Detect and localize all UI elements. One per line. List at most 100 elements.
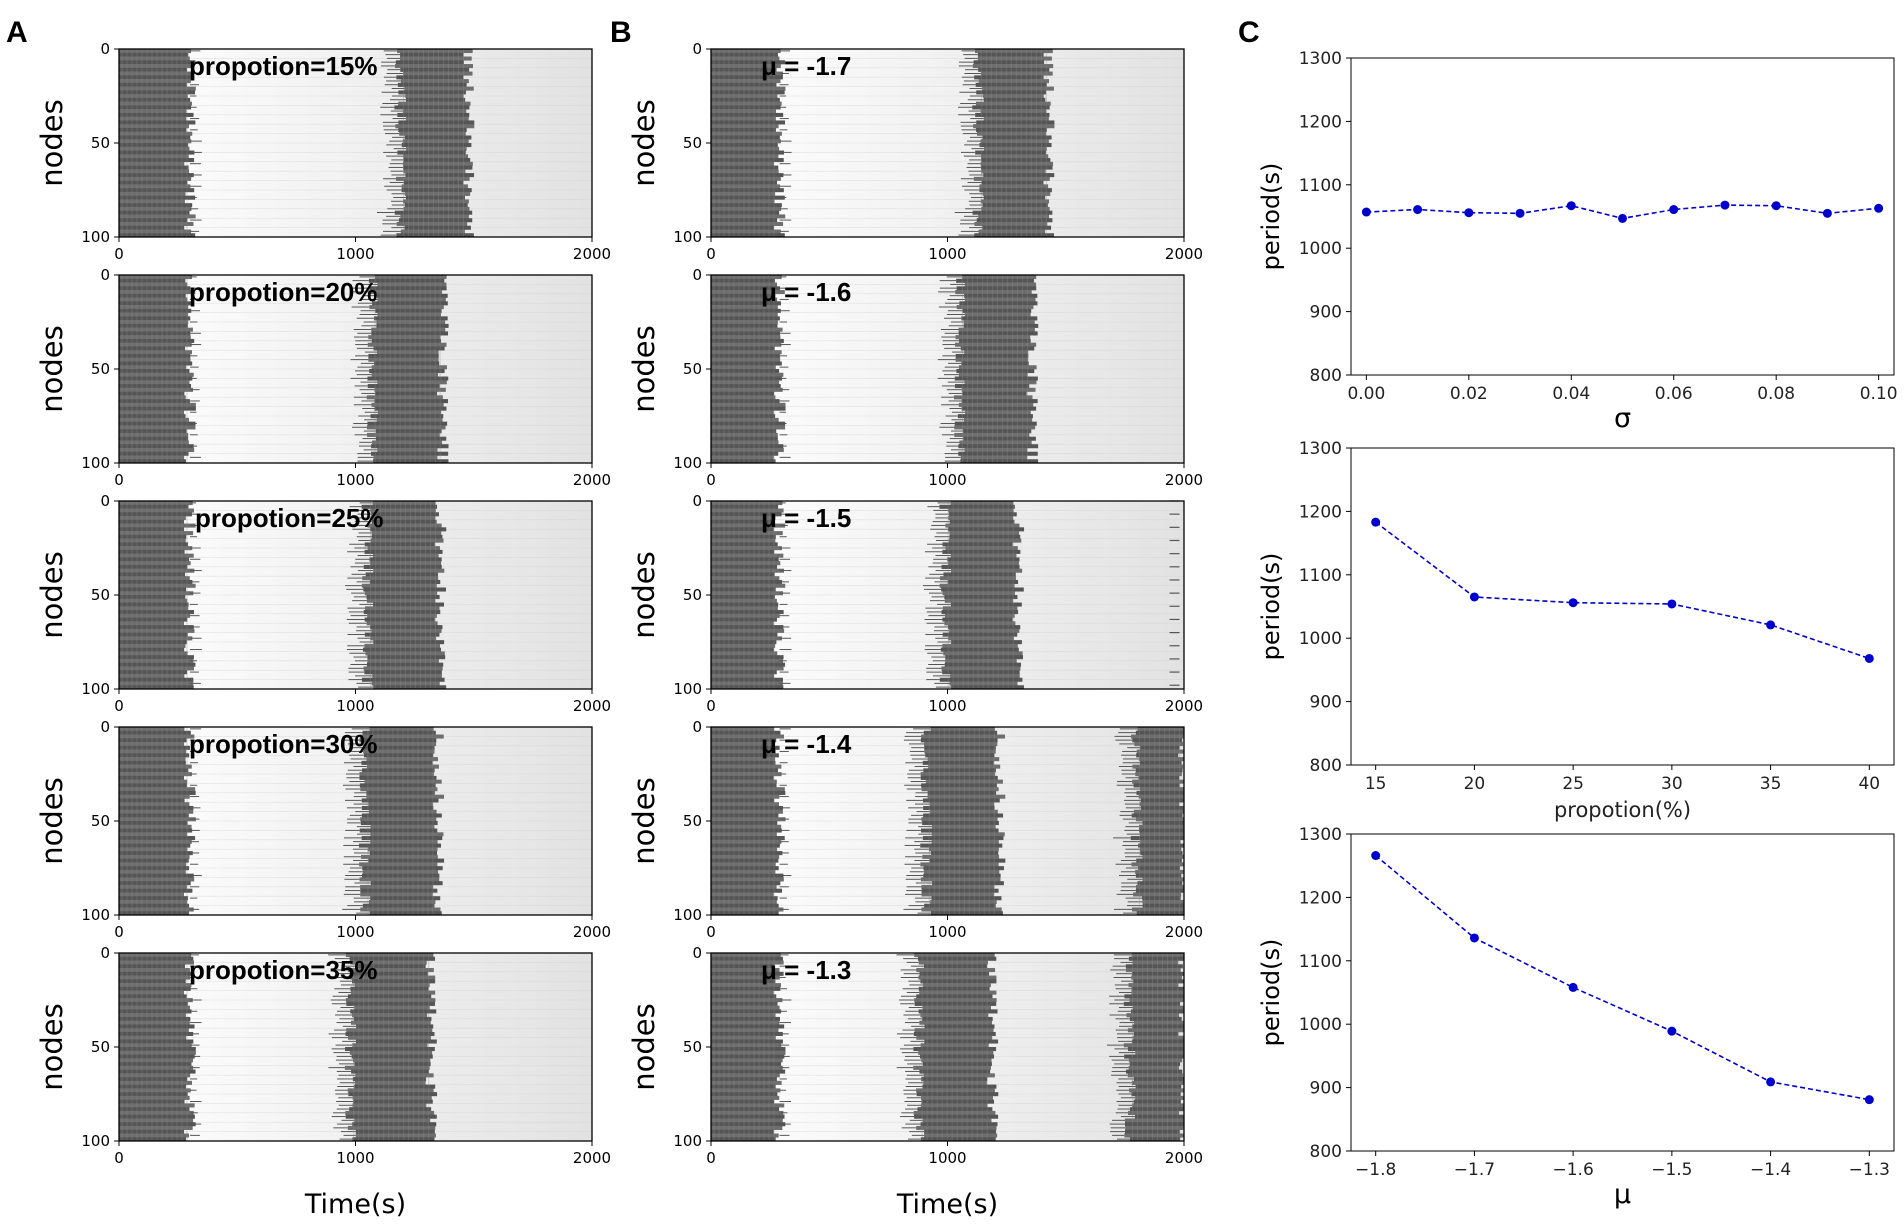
burst-row <box>119 308 192 313</box>
burst-row <box>923 1080 987 1085</box>
burst-row <box>119 666 194 671</box>
panel-label-c: C <box>1238 16 1260 49</box>
burst-row <box>367 421 448 426</box>
y-tick-label: 1100 <box>1299 952 1342 972</box>
burst-row <box>1131 1039 1184 1044</box>
burst-row <box>711 647 774 652</box>
burst-row <box>119 387 194 392</box>
burst-row <box>371 534 443 539</box>
burst-row <box>362 903 435 908</box>
burst-row <box>347 994 432 999</box>
burst-row <box>119 342 192 347</box>
burst-row <box>119 188 195 193</box>
burst-row <box>369 727 434 732</box>
burst-row <box>711 794 780 799</box>
burst-row <box>918 1009 998 1014</box>
burst-row <box>119 745 190 750</box>
burst-row <box>1129 998 1184 1003</box>
burst-row <box>948 625 1021 630</box>
burst-row <box>1123 1001 1181 1006</box>
burst-row <box>119 410 185 415</box>
burst-row <box>928 847 999 852</box>
burst-row <box>711 436 778 441</box>
burst-row <box>370 561 442 566</box>
burst-row <box>119 406 196 411</box>
burst-row <box>711 199 775 204</box>
burst-row <box>360 821 438 826</box>
burst-row <box>929 802 995 807</box>
burst-row <box>119 979 186 984</box>
burst-row <box>711 64 781 69</box>
x-tick-label: 0 <box>706 923 716 941</box>
burst-row <box>711 286 781 291</box>
data-point <box>1566 201 1576 211</box>
y-tick-label: 1200 <box>1299 112 1342 132</box>
burst-row <box>943 572 1016 577</box>
subplot-annotation: μ = -1.4 <box>761 729 852 759</box>
burst-row <box>367 658 439 663</box>
burst-row <box>119 139 192 144</box>
burst-row <box>369 851 437 856</box>
burst-row <box>119 749 187 754</box>
burst-row <box>362 647 441 652</box>
burst-row <box>711 1099 775 1104</box>
burst-row <box>119 527 185 532</box>
burst-row <box>1134 742 1183 747</box>
burst-band <box>903 727 1006 916</box>
y-tick-label: 1000 <box>1299 239 1342 259</box>
subplot-annotation: propotion=20% <box>189 277 378 307</box>
burst-row <box>974 233 1055 238</box>
burst-band <box>1106 953 1184 1142</box>
burst-row <box>945 546 1018 551</box>
burst-row <box>351 1069 429 1074</box>
y-tick-label: 50 <box>91 360 110 378</box>
burst-row <box>711 1005 780 1010</box>
burst-row <box>942 670 1020 675</box>
burst-row <box>119 519 185 524</box>
burst-row <box>711 787 785 792</box>
burst-row <box>1128 956 1184 961</box>
burst-row <box>923 813 1004 818</box>
burst-row <box>354 1005 430 1010</box>
burst-row <box>711 395 776 400</box>
burst-row <box>921 884 995 889</box>
x-tick-label: 0 <box>114 697 124 715</box>
burst-row <box>1127 1028 1184 1033</box>
y-tick-label: 50 <box>683 134 702 152</box>
burst-row <box>931 911 1003 916</box>
burst-row <box>711 335 781 340</box>
burst-row <box>958 372 1028 377</box>
burst-row <box>1129 1088 1184 1093</box>
burst-row <box>119 282 188 287</box>
burst-row <box>119 956 194 961</box>
y-tick-label: 50 <box>91 586 110 604</box>
burst-band <box>119 49 202 238</box>
burst-row <box>119 173 194 178</box>
burst-row <box>972 210 1053 215</box>
y-axis-label: nodes <box>627 325 661 412</box>
burst-row <box>1127 1047 1184 1052</box>
burst-row <box>404 135 472 140</box>
burst-row <box>921 892 994 897</box>
burst-row <box>119 621 185 626</box>
burst-row <box>711 613 780 618</box>
burst-row <box>399 56 472 61</box>
burst-row <box>711 116 776 121</box>
burst-row <box>711 387 783 392</box>
burst-row <box>119 97 191 102</box>
burst-row <box>711 52 778 57</box>
burst-row <box>959 301 1038 306</box>
burst-row <box>373 459 449 464</box>
y-tick-label: 1300 <box>1299 825 1342 845</box>
burst-row <box>711 105 781 110</box>
burst-row <box>349 956 436 961</box>
x-tick-label: 15 <box>1365 774 1387 794</box>
burst-row <box>119 316 191 321</box>
burst-row <box>1131 862 1184 867</box>
burst-row <box>930 727 995 732</box>
burst-row <box>403 206 470 211</box>
burst-row <box>975 101 1051 106</box>
burst-row <box>931 851 999 856</box>
burst-row <box>923 768 996 773</box>
burst-row <box>711 376 782 381</box>
